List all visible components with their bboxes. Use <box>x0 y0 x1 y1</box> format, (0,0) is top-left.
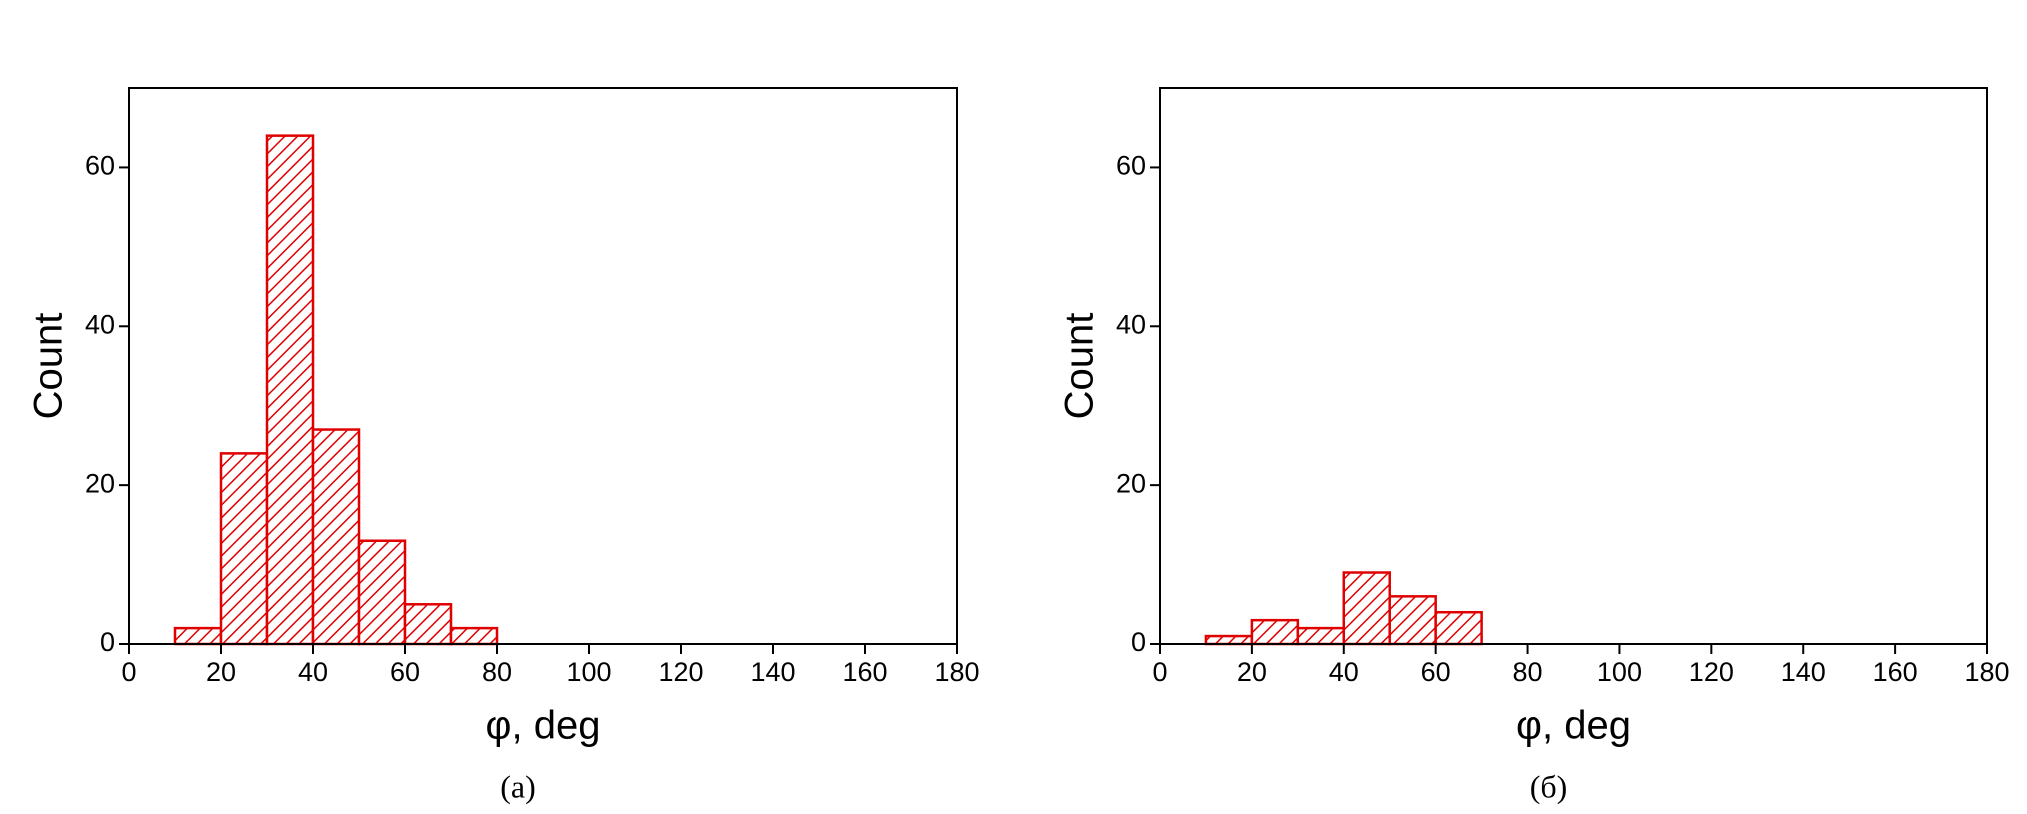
bar <box>403 603 453 646</box>
bar <box>1250 618 1300 646</box>
x-tick-label: 20 <box>206 657 236 687</box>
x-tick-label: 0 <box>1152 657 1167 687</box>
x-tick-label: 100 <box>566 657 611 687</box>
x-axis-label: φ, deg <box>486 704 601 748</box>
x-tick-label: 0 <box>121 657 136 687</box>
x-axis-label: φ, deg <box>1516 704 1631 748</box>
x-tick-label: 20 <box>1237 657 1267 687</box>
x-tick-label: 100 <box>1597 657 1642 687</box>
bar <box>219 452 269 646</box>
bar <box>311 428 361 646</box>
y-tick-label: 60 <box>85 151 115 181</box>
bar <box>1388 595 1437 646</box>
bar <box>265 134 315 646</box>
x-tick-label: 40 <box>1329 657 1359 687</box>
x-tick-label: 180 <box>1964 657 2009 687</box>
y-tick-label: 20 <box>1116 468 1146 498</box>
y-tick-label: 0 <box>1131 627 1146 657</box>
y-tick-label: 20 <box>85 468 115 498</box>
x-tick-label: 60 <box>390 657 420 687</box>
x-tick-label: 40 <box>298 657 328 687</box>
x-tick-label: 160 <box>1873 657 1918 687</box>
y-tick-label: 60 <box>1116 151 1146 181</box>
bar <box>173 626 223 646</box>
y-tick-label: 40 <box>1116 309 1146 339</box>
chart: 0 20 40 60 80 100 120 140 160 180 0 20 40 60 φ, deg Cou… <box>27 87 980 804</box>
x-tick-label: 180 <box>934 657 979 687</box>
bar <box>357 539 407 646</box>
x-tick-label: 120 <box>1689 657 1734 687</box>
y-axis-label: Count <box>27 313 71 420</box>
x-tick-label: 140 <box>750 657 795 687</box>
bar <box>1434 610 1483 646</box>
caption: (б) <box>1530 768 1568 804</box>
chart: 0 20 40 60 80 100 120 140 160 180 0 20 40 60 φ, deg Cou… <box>1058 87 2010 804</box>
caption: (a) <box>500 768 536 804</box>
x-tick-label: 80 <box>1513 657 1543 687</box>
plot-frame <box>1159 87 1988 645</box>
x-tick-label: 140 <box>1781 657 1826 687</box>
bar <box>449 626 499 646</box>
bar <box>1342 571 1391 646</box>
x-tick-label: 120 <box>658 657 703 687</box>
y-tick-label: 0 <box>100 627 115 657</box>
x-tick-label: 80 <box>482 657 512 687</box>
y-axis-label: Count <box>1058 313 1102 420</box>
y-tick-label: 40 <box>85 309 115 339</box>
x-tick-label: 160 <box>842 657 887 687</box>
bar <box>1296 626 1346 646</box>
bar <box>1204 634 1254 646</box>
x-tick-label: 60 <box>1421 657 1451 687</box>
plot-frame <box>128 87 958 645</box>
